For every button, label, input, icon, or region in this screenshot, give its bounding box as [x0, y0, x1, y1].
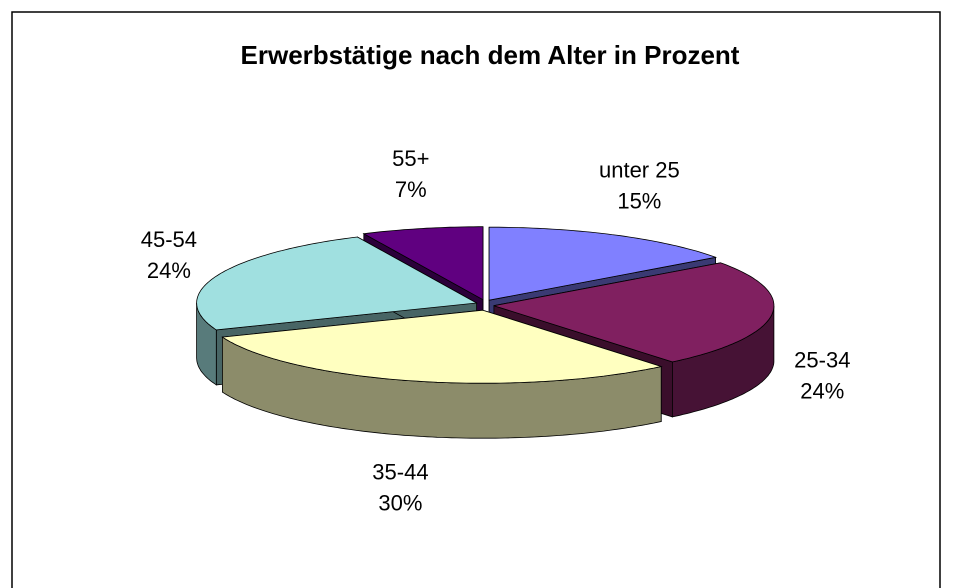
slice-value-label: 24% [800, 378, 844, 403]
slice-label: 55+ [392, 146, 429, 171]
slice-value-label: 24% [147, 258, 191, 283]
slice-label: 35-44 [372, 460, 428, 485]
slice-value-label: 30% [378, 491, 422, 516]
slice [493, 262, 775, 363]
slice-label: unter 25 [599, 157, 680, 182]
slice [488, 226, 718, 301]
slice-value-label: 15% [617, 188, 661, 213]
slice-value-label: 7% [395, 177, 427, 202]
slice [196, 236, 478, 331]
slice [362, 226, 484, 301]
slice-label: 45-54 [141, 227, 197, 252]
slice [221, 309, 663, 384]
slice-label: 25-34 [794, 347, 850, 372]
chart-title: Erwerbstätige nach dem Alter in Prozent [241, 40, 740, 70]
